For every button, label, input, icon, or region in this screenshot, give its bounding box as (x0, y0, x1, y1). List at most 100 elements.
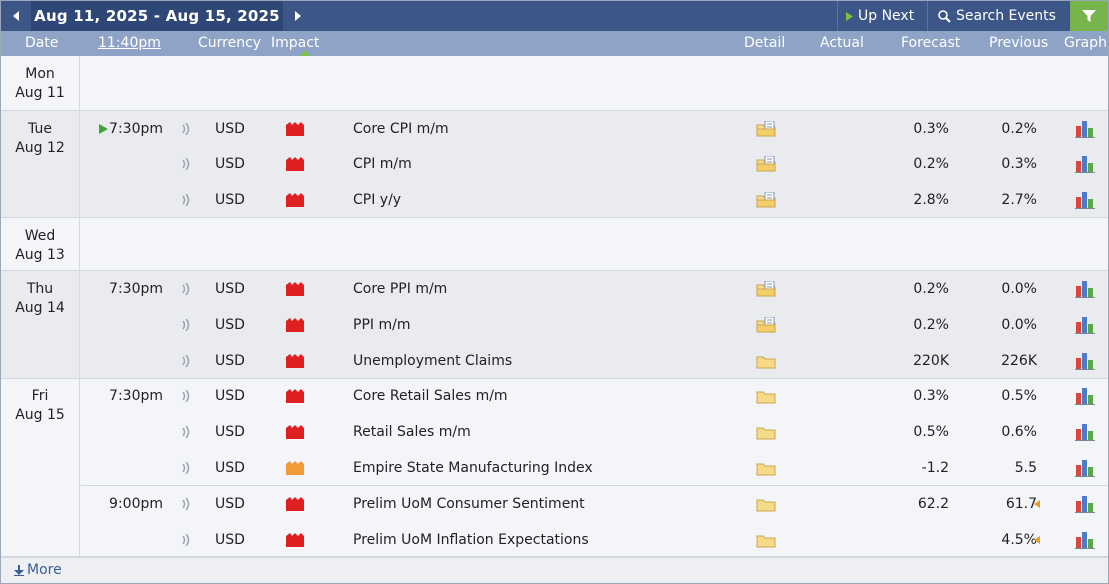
event-row[interactable]: USD Empire State Manufacturing Index -1.2 5… (1, 450, 1108, 486)
up-next-button[interactable]: Up Next (846, 1, 914, 31)
col-date: Date (25, 35, 59, 51)
day-date: Aug 15 (15, 407, 65, 423)
chevron-right-icon (295, 11, 301, 21)
event-actual (821, 450, 869, 486)
event-row[interactable]: USD Prelim UoM Inflation Expectations 4.5% (1, 522, 1108, 558)
event-currency: USD (215, 156, 245, 172)
day-weekday: Thu (26, 281, 54, 297)
revised-marker-icon (1034, 522, 1040, 558)
event-row[interactable]: 7:30pm USD Core PPI m/m 0.2% 0.0% (1, 271, 1108, 307)
event-actual (821, 486, 869, 522)
day-row-wed (1, 218, 1108, 271)
event-time (81, 414, 163, 450)
event-row[interactable]: 7:30pm USD Core Retail Sales m/m 0.3% 0.5% (1, 378, 1108, 414)
filter-button[interactable] (1070, 1, 1108, 31)
up-next-label: Up Next (858, 8, 915, 24)
folder-icon[interactable] (756, 378, 776, 414)
event-currency: USD (215, 192, 245, 208)
sound-alert-icon[interactable] (181, 414, 191, 450)
bar-chart-icon[interactable] (1075, 378, 1095, 414)
event-row[interactable]: USD PPI m/m 0.2% 0.0% (1, 307, 1108, 343)
bar-chart-icon[interactable] (1075, 146, 1095, 182)
event-time (81, 182, 163, 218)
event-row[interactable]: USD CPI y/y 2.8% 2.7% (1, 182, 1108, 218)
day-date: Aug 14 (15, 300, 65, 316)
calendar-table: Mon Aug 11 Tue Aug 12 Wed Aug 13 Thu Aug… (1, 56, 1108, 557)
sound-alert-icon[interactable] (181, 182, 191, 218)
search-events-label: Search Events (956, 8, 1056, 24)
event-forecast: 0.2% (913, 317, 949, 333)
prev-week-button[interactable] (1, 1, 31, 31)
date-range[interactable]: Aug 11, 2025 - Aug 15, 2025 (31, 1, 283, 31)
bar-chart-icon[interactable] (1075, 414, 1095, 450)
event-forecast: 0.3% (913, 388, 949, 404)
event-title[interactable]: Empire State Manufacturing Index (353, 460, 593, 476)
more-link[interactable]: More (14, 562, 62, 578)
folder-doc-icon[interactable] (756, 111, 776, 147)
high-impact-icon (286, 378, 304, 414)
event-title[interactable]: Retail Sales m/m (353, 424, 471, 440)
sound-alert-icon[interactable] (181, 450, 191, 486)
event-currency: USD (215, 388, 245, 404)
day-cell: Thu Aug 14 (1, 271, 80, 378)
event-row[interactable]: USD Retail Sales m/m 0.5% 0.6% (1, 414, 1108, 450)
next-week-button[interactable] (283, 1, 313, 31)
sound-alert-icon[interactable] (181, 307, 191, 343)
event-row[interactable]: USD CPI m/m 0.2% 0.3% (1, 146, 1108, 182)
bar-chart-icon[interactable] (1075, 182, 1095, 218)
event-forecast: 0.5% (913, 424, 949, 440)
event-title[interactable]: PPI m/m (353, 317, 411, 333)
bar-chart-icon[interactable] (1075, 343, 1095, 379)
bar-chart-icon[interactable] (1075, 111, 1095, 147)
event-row[interactable]: 7:30pm USD Core CPI m/m 0.3% 0.2% (1, 111, 1108, 147)
day-block-thu (1, 271, 1108, 378)
bar-chart-icon[interactable] (1075, 271, 1095, 307)
event-previous: 0.2% (1001, 121, 1037, 137)
folder-doc-icon[interactable] (756, 271, 776, 307)
play-icon (846, 11, 853, 21)
sound-alert-icon[interactable] (181, 146, 191, 182)
event-forecast: -1.2 (921, 460, 949, 476)
filter-icon (1082, 10, 1096, 22)
folder-icon[interactable] (756, 414, 776, 450)
event-row[interactable]: 9:00pm USD Prelim UoM Consumer Sentiment 62… (1, 486, 1108, 522)
event-title[interactable]: Core CPI m/m (353, 121, 449, 137)
event-time: 9:00pm (109, 496, 163, 512)
sound-alert-icon[interactable] (181, 378, 191, 414)
folder-icon[interactable] (756, 486, 776, 522)
folder-icon[interactable] (756, 450, 776, 486)
high-impact-icon (286, 414, 304, 450)
sound-alert-icon[interactable] (181, 111, 191, 147)
folder-icon[interactable] (756, 522, 776, 558)
event-actual (821, 522, 869, 558)
bar-chart-icon[interactable] (1075, 522, 1095, 558)
event-title[interactable]: Core PPI m/m (353, 281, 448, 297)
col-forecast: Forecast (901, 35, 961, 51)
folder-doc-icon[interactable] (756, 146, 776, 182)
event-actual (821, 414, 869, 450)
event-row[interactable]: USD Unemployment Claims 220K 226K (1, 343, 1108, 379)
event-title[interactable]: Unemployment Claims (353, 353, 513, 369)
toolbar: Aug 11, 2025 - Aug 15, 2025 Up Next Sear… (1, 1, 1108, 31)
day-block-fri (1, 378, 1108, 557)
folder-doc-icon[interactable] (756, 307, 776, 343)
event-title[interactable]: Prelim UoM Inflation Expectations (353, 532, 589, 548)
event-title[interactable]: CPI y/y (353, 192, 402, 208)
bar-chart-icon[interactable] (1075, 450, 1095, 486)
event-previous: 0.6% (1001, 424, 1037, 440)
event-title[interactable]: CPI m/m (353, 156, 412, 172)
event-title[interactable]: Core Retail Sales m/m (353, 388, 508, 404)
bar-chart-icon[interactable] (1075, 486, 1095, 522)
sound-alert-icon[interactable] (181, 271, 191, 307)
current-time-link[interactable]: 11:40pm (98, 35, 161, 51)
high-impact-icon (286, 343, 304, 379)
sound-alert-icon[interactable] (181, 343, 191, 379)
bar-chart-icon[interactable] (1075, 307, 1095, 343)
event-title[interactable]: Prelim UoM Consumer Sentiment (353, 496, 585, 512)
search-events-button[interactable]: Search Events (938, 1, 1056, 31)
folder-doc-icon[interactable] (756, 182, 776, 218)
sound-alert-icon[interactable] (181, 522, 191, 558)
day-block-tue (1, 111, 1108, 218)
folder-icon[interactable] (756, 343, 776, 379)
sound-alert-icon[interactable] (181, 486, 191, 522)
